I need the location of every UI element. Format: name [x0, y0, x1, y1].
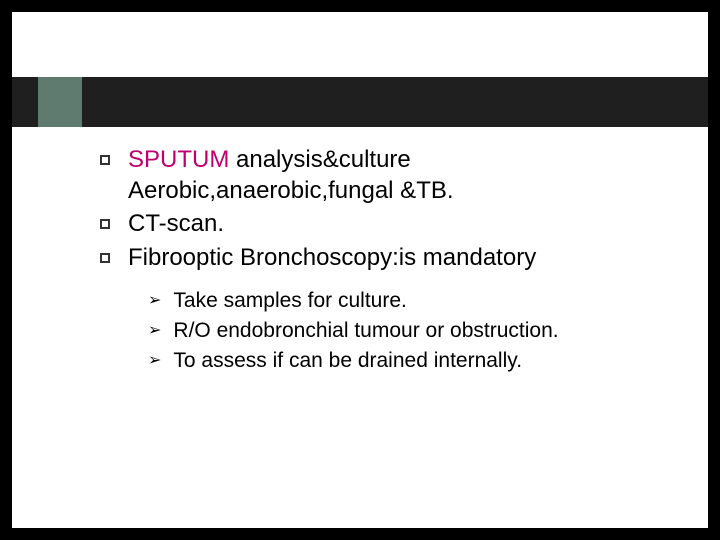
accent-word: SPUTUM — [128, 146, 229, 173]
sub-item-text: To assess if can be drained internally. — [173, 347, 522, 374]
list-item: Fibrooptic Bronchoscopy:is mandatory — [100, 242, 668, 273]
list-item: CT-scan. — [100, 208, 668, 239]
list-item-text: CT-scan. — [128, 208, 224, 239]
item-body: CT-scan. — [128, 210, 224, 237]
arrow-bullet-icon: ➢ — [148, 287, 161, 315]
square-bullet-icon — [100, 155, 110, 165]
sub-list-item: ➢ Take samples for culture. — [148, 287, 668, 315]
list-item-text: SPUTUM analysis&culture Aerobic,anaerobi… — [128, 144, 668, 206]
slide: SPUTUM analysis&culture Aerobic,anaerobi… — [12, 12, 708, 528]
square-bullet-icon — [100, 253, 110, 263]
square-bullet-icon — [100, 219, 110, 229]
sub-list-item: ➢ R/O endobronchial tumour or obstructio… — [148, 317, 668, 345]
item-body: Fibrooptic Bronchoscopy:is mandatory — [128, 244, 536, 271]
header-bar — [12, 77, 708, 127]
sub-item-text: R/O endobronchial tumour or obstruction. — [173, 317, 558, 344]
sub-list: ➢ Take samples for culture. ➢ R/O endobr… — [148, 287, 668, 375]
list-item-text: Fibrooptic Bronchoscopy:is mandatory — [128, 242, 536, 273]
content-area: SPUTUM analysis&culture Aerobic,anaerobi… — [100, 144, 668, 377]
arrow-bullet-icon: ➢ — [148, 317, 161, 345]
sub-item-text: Take samples for culture. — [173, 287, 406, 314]
sub-list-item: ➢ To assess if can be drained internally… — [148, 347, 668, 375]
list-item: SPUTUM analysis&culture Aerobic,anaerobi… — [100, 144, 668, 206]
accent-block — [38, 77, 82, 127]
arrow-bullet-icon: ➢ — [148, 347, 161, 375]
